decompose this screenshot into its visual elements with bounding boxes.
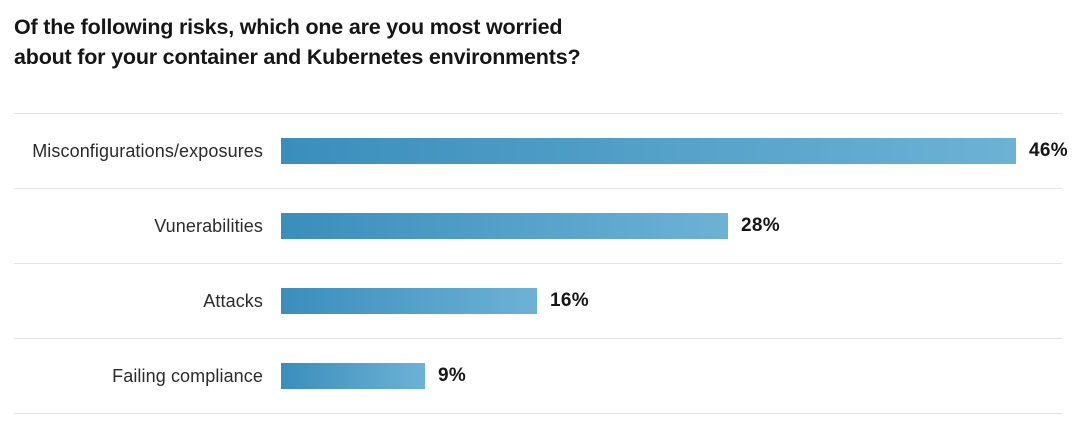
value-label: 16% [550, 290, 589, 311]
value-label: 28% [741, 215, 780, 236]
bar [281, 363, 425, 389]
bar-track: 9% [263, 339, 1062, 413]
category-label: Misconfigurations/exposures [32, 140, 263, 161]
chart-row: Misconfigurations/exposures 46% [14, 113, 1068, 188]
chart-title-line-1: Of the following risks, which one are yo… [14, 15, 563, 39]
bar-track: 16% [263, 264, 1062, 338]
bar-chart: Misconfigurations/exposures 46% Vunerabili… [14, 113, 1068, 414]
chart-title-line-2: about for your container and Kubernetes … [14, 45, 581, 69]
chart-title: Of the following risks, which one are yo… [14, 12, 581, 72]
chart-row: Attacks 16% [14, 263, 1062, 338]
chart-bottom-rule [14, 413, 1062, 414]
chart-row: Failing compliance 9% [14, 338, 1062, 413]
bar [281, 138, 1016, 164]
bar-track: 28% [263, 189, 1062, 263]
value-label: 46% [1029, 140, 1068, 161]
bar [281, 213, 728, 239]
bar [281, 288, 537, 314]
value-label: 9% [438, 365, 467, 386]
category-label: Vunerabilities [154, 215, 263, 236]
category-label: Attacks [203, 290, 263, 311]
category-label: Failing compliance [112, 365, 263, 386]
bar-track: 46% [263, 114, 1068, 188]
chart-row: Vunerabilities 28% [14, 188, 1062, 263]
